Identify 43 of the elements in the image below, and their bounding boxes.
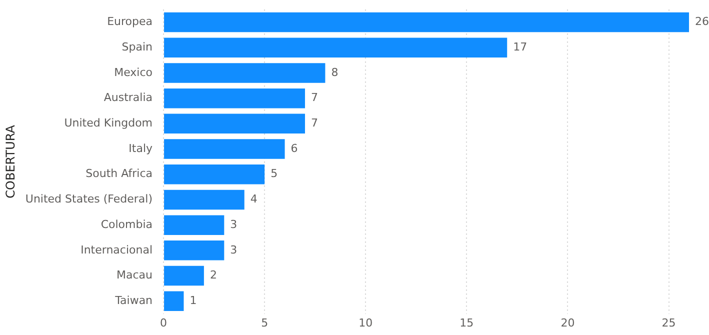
bar [164, 12, 689, 32]
y-tick-label: Mexico [114, 66, 153, 79]
data-label: 1 [190, 294, 197, 307]
bar [164, 38, 508, 58]
data-label: 4 [250, 192, 258, 206]
x-tick-label: 25 [662, 316, 676, 330]
bar [164, 139, 285, 159]
y-tick-label: Spain [122, 40, 153, 54]
bar [164, 266, 204, 286]
y-tick-label: Taiwan [114, 294, 153, 307]
x-tick-label: 15 [460, 316, 474, 330]
bar [164, 114, 305, 134]
x-tick-label: 10 [358, 316, 373, 330]
y-tick-label: South Africa [86, 167, 153, 180]
y-axis-title: COBERTURA [3, 124, 18, 198]
y-tick-label: Internacional [80, 243, 153, 256]
y-tick-label: United States (Federal) [25, 192, 153, 206]
y-tick-label: Europea [107, 15, 153, 28]
x-tick-label: 5 [261, 316, 268, 330]
data-label: 6 [290, 142, 298, 155]
data-label: 26 [695, 15, 709, 28]
bar [164, 190, 244, 210]
data-label: 17 [513, 40, 528, 54]
y-tick-label: Colombia [100, 218, 153, 231]
data-label: 3 [230, 243, 238, 256]
x-tick-label: 0 [160, 316, 168, 330]
data-label: 7 [311, 116, 318, 130]
y-tick-label: United Kingdom [64, 116, 153, 130]
bar [164, 164, 265, 184]
bar [164, 291, 184, 312]
y-tick-label: Australia [104, 91, 153, 104]
bar [164, 215, 224, 235]
bar [164, 240, 224, 260]
data-label: 2 [210, 268, 217, 282]
y-tick-label: Italy [128, 142, 154, 155]
bar [164, 88, 305, 108]
data-label: 7 [311, 91, 318, 104]
x-tick-label: 20 [560, 316, 575, 330]
data-label: 3 [230, 218, 238, 231]
data-label: 8 [331, 66, 338, 79]
y-tick-label: Macau [116, 268, 153, 282]
data-label: 5 [270, 167, 278, 180]
bar [164, 63, 326, 83]
